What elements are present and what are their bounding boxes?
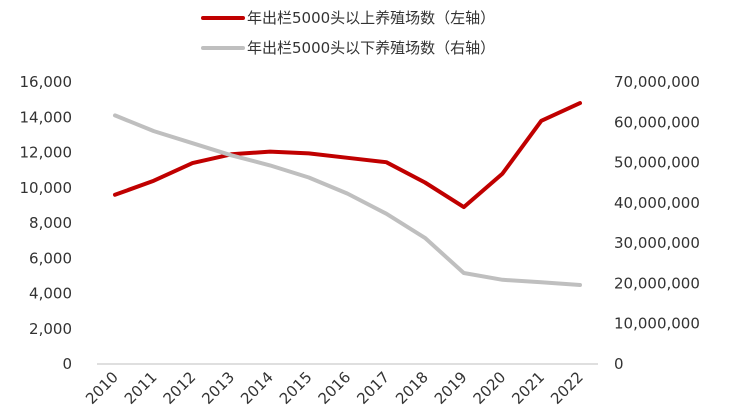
right-tick-label: 50,000,000	[614, 154, 700, 172]
x-axis-ticks: 2010 2011 2012 2013 2014 2015 2016 2017 2018 2019…	[82, 368, 587, 408]
x-tick-label: 2019	[431, 368, 471, 408]
x-tick-label: 2020	[470, 368, 510, 408]
legend-label-2: 年出栏5000头以下养殖场数（右轴）	[247, 39, 495, 57]
left-tick-label: 6,000	[29, 249, 72, 267]
x-tick-label: 2022	[547, 368, 587, 408]
x-tick-label: 2012	[160, 368, 200, 408]
x-tick-label: 2016	[315, 368, 355, 408]
right-tick-label: 40,000,000	[614, 194, 700, 212]
left-tick-label: 16,000	[20, 73, 73, 91]
right-tick-label: 60,000,000	[614, 113, 700, 131]
legend: 年出栏5000头以上养殖场数（左轴） 年出栏5000头以下养殖场数（右轴）	[201, 9, 495, 57]
series-line-1	[113, 101, 582, 210]
left-tick-label: 10,000	[20, 179, 73, 197]
x-tick-label: 2021	[508, 368, 548, 408]
x-tick-label: 2018	[392, 368, 432, 408]
x-tick-label: 2014	[237, 368, 277, 408]
right-tick-label: 20,000,000	[614, 274, 700, 292]
legend-label-1: 年出栏5000头以上养殖场数（左轴）	[247, 9, 495, 27]
series-line-2	[113, 113, 582, 287]
left-tick-label: 8,000	[29, 214, 72, 232]
left-axis-ticks: 0 2,000 4,000 6,000 8,000 10,000 12,000 14,000 1…	[20, 73, 73, 373]
left-tick-label: 0	[62, 355, 72, 373]
right-tick-label: 30,000,000	[614, 234, 700, 252]
right-tick-label: 10,000,000	[614, 315, 700, 333]
x-tick-label: 2017	[353, 368, 393, 408]
right-axis-ticks: 0 10,000,000 20,000,000 30,000,000 40,000,00…	[614, 73, 700, 373]
x-tick-label: 2015	[276, 368, 316, 408]
right-tick-label: 0	[614, 355, 624, 373]
x-tick-label: 2011	[121, 368, 161, 408]
left-tick-label: 14,000	[20, 108, 73, 126]
x-tick-label: 2010	[82, 368, 122, 408]
x-tick-label: 2013	[198, 368, 238, 408]
left-tick-label: 4,000	[29, 285, 72, 303]
left-tick-label: 2,000	[29, 320, 72, 338]
left-tick-label: 12,000	[20, 144, 73, 162]
series-group	[113, 101, 582, 287]
right-tick-label: 70,000,000	[614, 73, 700, 91]
